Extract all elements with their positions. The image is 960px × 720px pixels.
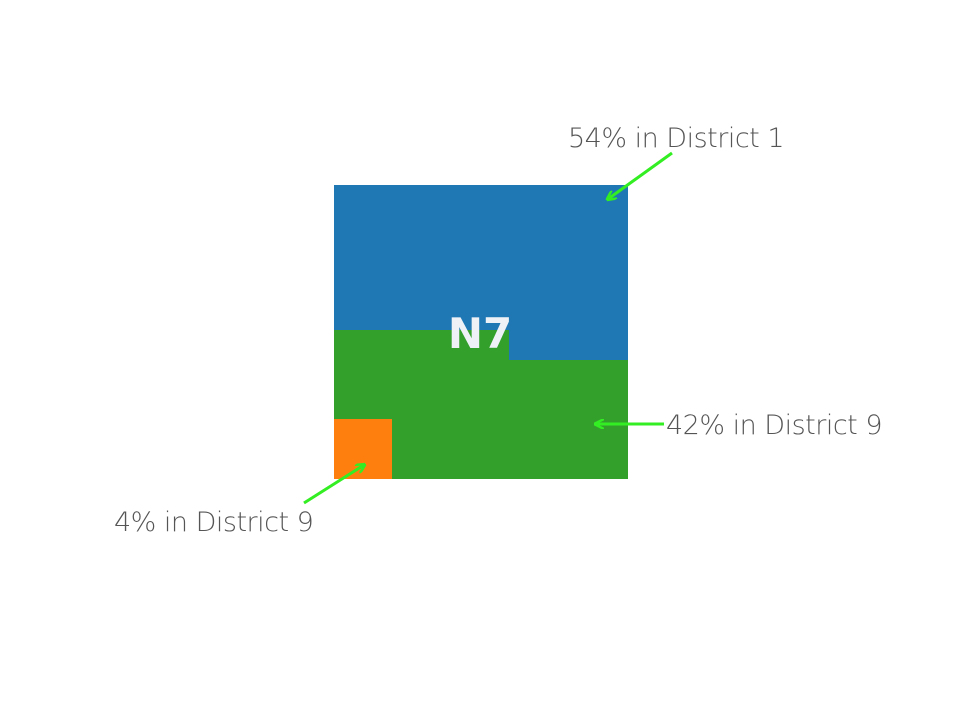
- annotation-arrows: [303, 151, 673, 505]
- segment-district-9-minor: [334, 419, 392, 479]
- arrow-district-9-minor: [303, 465, 364, 505]
- segment-district-9-major: [334, 330, 628, 479]
- annotation-district-9-major: 42% in District 9: [666, 410, 882, 441]
- annotation-district-1: 54% in District 1: [568, 123, 784, 154]
- segment-district-1: [334, 185, 628, 360]
- annotation-district-9-minor: 4% in District 9: [114, 507, 313, 538]
- arrow-district-1: [608, 151, 673, 199]
- area-label: N7: [448, 309, 512, 358]
